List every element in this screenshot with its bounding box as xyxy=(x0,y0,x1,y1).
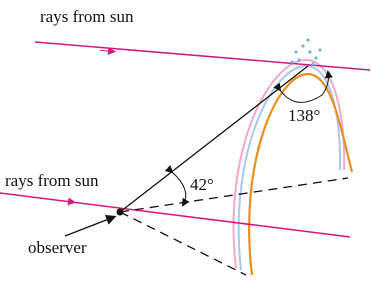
rainbow-diagram: rays from sun rays from sun 42° 138° obs… xyxy=(0,0,371,283)
angle-label: 42° xyxy=(190,175,214,194)
pointer-arrow xyxy=(65,217,114,236)
label: rays from sun xyxy=(5,171,99,190)
observer-point xyxy=(117,209,124,216)
angle-label: 138° xyxy=(288,106,320,125)
label: observer xyxy=(28,238,87,257)
angle-arc xyxy=(172,172,186,205)
sight-line xyxy=(120,66,308,212)
sun-ray xyxy=(0,193,350,237)
label: rays from sun xyxy=(40,7,134,26)
sun-ray xyxy=(35,42,370,70)
rainbow xyxy=(234,60,352,275)
ray-arrow xyxy=(100,50,112,51)
